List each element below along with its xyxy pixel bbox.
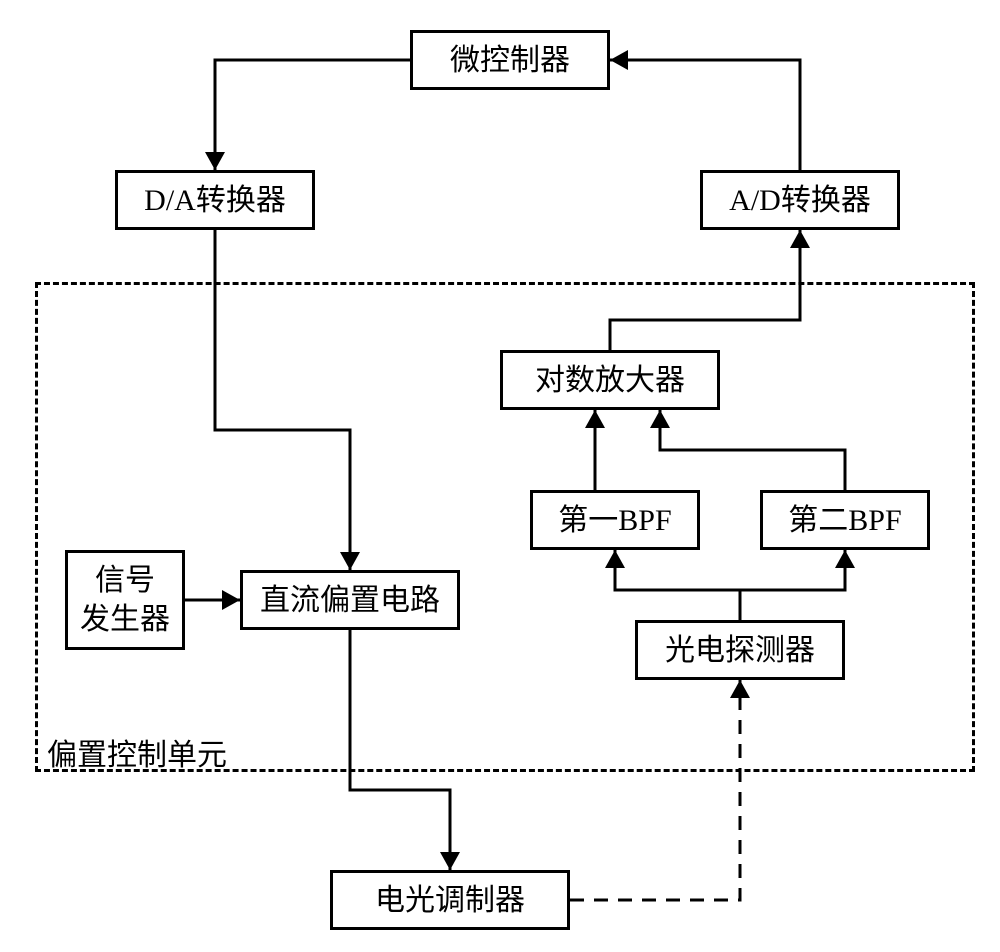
bias-control-unit-label: 偏置控制单元 [47,730,227,774]
dac-label: D/A转换器 [144,181,286,220]
eo-mod-box: 电光调制器 [330,870,570,930]
log-amp-box: 对数放大器 [500,350,720,410]
log-amp-label: 对数放大器 [535,361,685,400]
sig-gen-label: 信号 发生器 [80,561,170,639]
bpf1-label: 第一BPF [558,501,671,540]
bpf2-box: 第二BPF [760,490,930,550]
dc-bias-label: 直流偏置电路 [260,581,440,620]
dac-box: D/A转换器 [115,170,315,230]
adc-box: A/D转换器 [700,170,900,230]
sig-gen-box: 信号 发生器 [65,550,185,650]
bpf1-box: 第一BPF [530,490,700,550]
mcu-label: 微控制器 [450,41,570,80]
photodet-box: 光电探测器 [635,620,845,680]
photodet-label: 光电探测器 [665,631,815,670]
mcu-box: 微控制器 [410,30,610,90]
bpf2-label: 第二BPF [788,501,901,540]
adc-label: A/D转换器 [729,181,871,220]
eo-mod-label: 电光调制器 [375,881,525,920]
dc-bias-box: 直流偏置电路 [240,570,460,630]
